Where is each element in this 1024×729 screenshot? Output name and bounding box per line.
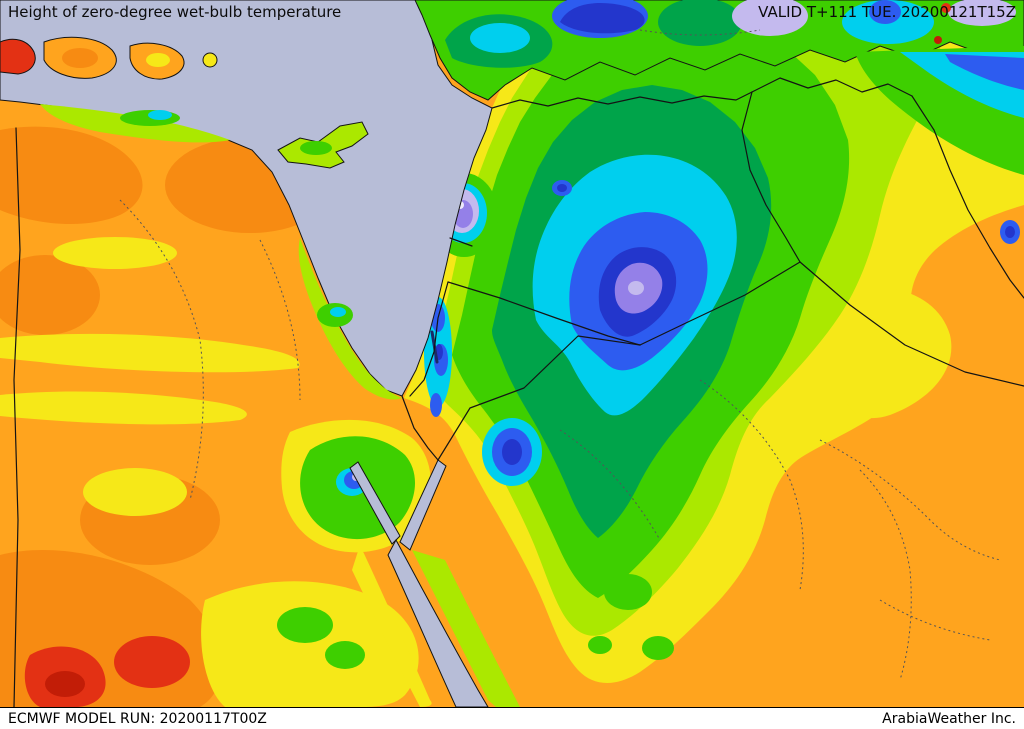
island-west-red (0, 38, 36, 75)
dotted-line (639, 29, 761, 36)
delta-cyan-dot (330, 307, 346, 317)
yellow-streak (0, 391, 247, 425)
dark-orange-patch (0, 126, 143, 225)
red-hot-spot (114, 636, 190, 688)
dotted-line (699, 379, 804, 591)
cyprus-green-spot (300, 141, 332, 155)
north-blue-core (557, 184, 567, 192)
dark-orange-patch (0, 255, 100, 335)
bottom-green-spot (588, 636, 612, 654)
yellow-patch (83, 468, 187, 516)
model-run-label: ECMWF MODEL RUN: 20200117T00Z (8, 710, 267, 727)
border-iraq-iran (911, 95, 1024, 299)
cold-core-field (404, 0, 1024, 683)
turkey-teal-patch (658, 0, 742, 46)
bottom-green-spot (604, 574, 652, 610)
jordan-valley-blue (430, 393, 442, 417)
border-israel-egypt (401, 395, 439, 461)
island-yellow-spot (146, 53, 170, 67)
dotted-line (259, 239, 301, 401)
green-spot (277, 607, 333, 643)
islands (0, 36, 369, 169)
northeast-bands (855, 46, 1024, 175)
provider-label: ArabiaWeather Inc. (882, 710, 1016, 727)
turkey-lavender-patch (948, 0, 1016, 26)
yellow-streak (0, 333, 300, 373)
red-sea (349, 330, 489, 707)
map-title: Height of zero-degree wet-bulb temperatu… (8, 3, 342, 21)
border-lebanon (449, 237, 473, 247)
border-egypt-libya (13, 127, 21, 707)
contour-map-svg (0, 0, 1024, 707)
turkey-red-dot (941, 3, 951, 13)
dotted-line (819, 439, 1001, 561)
admin-dotted-lines (119, 29, 1001, 681)
border-turkey-syria (491, 91, 753, 109)
yellow-patch-south (201, 581, 419, 707)
south-dark-blue-core (502, 439, 522, 465)
valid-time-label: VALID T+111 TUE. 20200121T15Z (758, 3, 1016, 21)
delta-coastal-tint (40, 104, 402, 400)
dotted-line (559, 429, 661, 541)
turkey-cyan-patch (470, 23, 530, 53)
turkey-band (414, 0, 1024, 101)
border-jordan-saudi (437, 335, 641, 461)
country-borders (13, 77, 1024, 707)
west-land-detail (0, 126, 419, 707)
red-sea-body (387, 538, 489, 707)
border-turkey-iraq (751, 77, 913, 97)
dotted-line (119, 199, 204, 501)
bottom-green-spot (642, 636, 674, 660)
east-bank-green (412, 550, 520, 707)
red-core (45, 671, 85, 697)
gulf-of-aqaba (399, 459, 447, 551)
yellow-streak (53, 237, 177, 269)
west-bank-yellow (352, 545, 432, 707)
lavender-core (628, 281, 644, 295)
sinai-and-satellites (281, 173, 1020, 660)
island-dark-spot (62, 48, 98, 68)
gulf-of-suez (349, 461, 401, 545)
map-canvas (0, 0, 1024, 707)
islet (202, 52, 218, 68)
border-jordan-iraq (639, 261, 801, 346)
ne-blue-band (945, 54, 1024, 90)
east-edge-blue-core (1005, 226, 1015, 238)
border-israel-jordan (409, 281, 449, 397)
border-syria-jordan (447, 281, 641, 346)
turkey-red-dot (934, 36, 942, 44)
egypt-coast-cyan-dot (148, 110, 172, 120)
turkey-lavender-patch (732, 0, 808, 36)
border-iraq-saudi (799, 261, 1024, 387)
footer-bar: ECMWF MODEL RUN: 20200117T00Z ArabiaWeat… (0, 707, 1024, 729)
border-syria-iraq (741, 91, 801, 263)
turkey-dark-blue (560, 3, 645, 34)
red-sea-banks (352, 545, 520, 707)
turkey-blue-patch (869, 0, 901, 24)
green-spot (325, 641, 365, 669)
